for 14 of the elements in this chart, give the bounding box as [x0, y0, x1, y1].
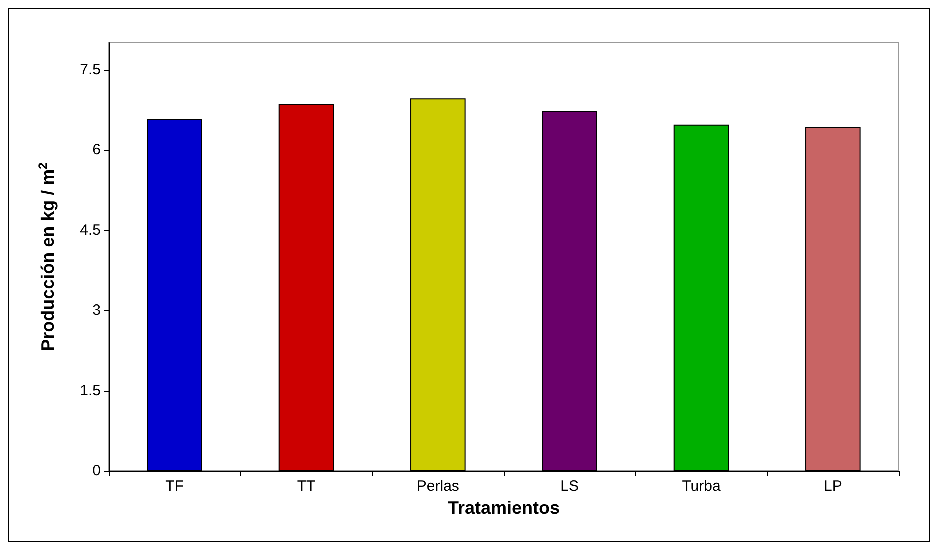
y-tick-label: 7.5	[80, 61, 101, 78]
x-tick-label: Perlas	[416, 478, 460, 495]
x-tick-label: LP	[824, 478, 842, 495]
y-tick-label: 1.5	[80, 382, 101, 400]
y-tick-label: 0	[92, 462, 101, 480]
x-tick-label: TT	[297, 478, 316, 495]
y-axis-title: Producción en kg / m2	[36, 162, 58, 352]
y-tick-label: 6	[92, 142, 101, 158]
x-tick-label: TF	[166, 478, 184, 495]
x-tick-label: LS	[560, 478, 580, 495]
x-tick-label: Turba	[682, 478, 722, 495]
y-tick-label: 4.5	[80, 222, 101, 239]
y-tick-label: 3	[92, 302, 101, 319]
x-axis-title: Tratamientos	[448, 498, 560, 518]
